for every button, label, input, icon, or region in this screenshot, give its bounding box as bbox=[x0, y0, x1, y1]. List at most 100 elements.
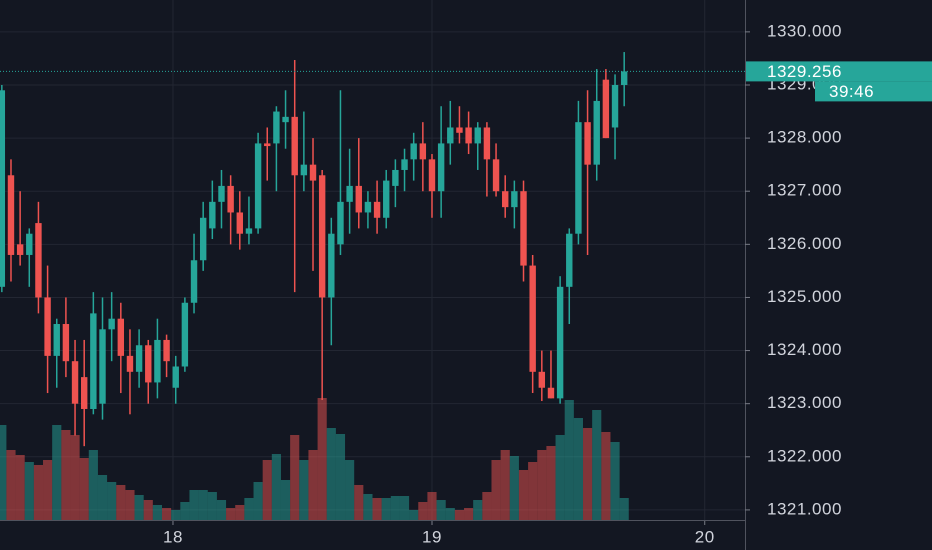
candle-body bbox=[90, 313, 97, 409]
candle-body bbox=[520, 191, 527, 266]
volume-bar bbox=[345, 460, 355, 520]
candle-body bbox=[547, 387, 555, 399]
y-tick-label: 1325.000 bbox=[767, 287, 842, 306]
candle-body bbox=[346, 185, 353, 202]
volume-bar bbox=[171, 510, 181, 520]
volume-bar bbox=[143, 500, 153, 520]
candle-body bbox=[135, 345, 143, 372]
candle-body bbox=[410, 143, 417, 160]
volume-bar bbox=[244, 498, 254, 520]
volume-bar bbox=[482, 492, 492, 520]
volume-bar bbox=[61, 430, 71, 520]
volume-bar bbox=[0, 425, 7, 520]
volume-bar bbox=[280, 480, 291, 520]
candle-body bbox=[428, 159, 436, 192]
candle-body bbox=[401, 159, 408, 170]
volume-bar bbox=[262, 460, 272, 520]
volume-bar bbox=[6, 450, 16, 520]
candle-body bbox=[593, 100, 600, 165]
candle-body bbox=[337, 201, 344, 245]
volume-bar bbox=[15, 455, 25, 520]
candle-body bbox=[62, 324, 70, 362]
candle-body bbox=[328, 233, 335, 298]
candle-body bbox=[264, 143, 271, 147]
volume-bar bbox=[564, 400, 574, 520]
candle-body bbox=[373, 201, 381, 218]
candle-body bbox=[181, 302, 189, 367]
volume-bar bbox=[354, 485, 364, 520]
candle-body bbox=[300, 164, 308, 176]
candle-body bbox=[419, 143, 427, 160]
candle-body bbox=[566, 233, 573, 287]
volume-bar bbox=[372, 498, 382, 520]
countdown-tag bbox=[815, 81, 932, 102]
volume-bar bbox=[390, 496, 400, 520]
y-tick-label: 1324.000 bbox=[767, 340, 842, 359]
candle-body bbox=[318, 175, 326, 298]
candle-body bbox=[35, 223, 42, 298]
volume-bar bbox=[537, 450, 547, 520]
volume-bar bbox=[573, 418, 584, 520]
volume-bar bbox=[409, 510, 419, 520]
candle-body bbox=[126, 355, 134, 372]
volume-bar bbox=[107, 482, 117, 520]
volume-bar bbox=[546, 446, 556, 520]
y-tick-label: 1326.000 bbox=[767, 234, 842, 253]
volume-bar bbox=[43, 460, 53, 520]
candle-body bbox=[7, 175, 15, 255]
volume-bar bbox=[253, 482, 263, 520]
candle-body bbox=[16, 244, 24, 255]
volume-bar bbox=[473, 500, 483, 520]
candle-body bbox=[392, 169, 399, 186]
volume-bar bbox=[134, 495, 144, 520]
candle-body bbox=[117, 318, 125, 356]
volume-bar bbox=[610, 442, 620, 520]
last-price-tag bbox=[746, 61, 932, 82]
candle-body bbox=[529, 265, 536, 372]
volume-bar bbox=[335, 434, 346, 520]
candle-body bbox=[309, 164, 317, 181]
volume-bar bbox=[33, 465, 44, 520]
x-tick-label: 18 bbox=[163, 527, 183, 546]
volume-bar bbox=[427, 492, 437, 520]
volume-bar bbox=[125, 490, 135, 520]
candle-body bbox=[465, 127, 472, 144]
y-tick-label: 1323.000 bbox=[767, 393, 842, 412]
candle-body bbox=[575, 122, 582, 234]
volume-bar bbox=[518, 470, 529, 520]
candle-body bbox=[236, 212, 243, 234]
volume-bar bbox=[88, 450, 98, 520]
volume-bar bbox=[189, 490, 199, 520]
volume-bar bbox=[271, 454, 281, 520]
candle-body bbox=[199, 217, 207, 261]
candle-body bbox=[227, 185, 234, 213]
volume-bar bbox=[79, 458, 89, 520]
volume-bar bbox=[399, 496, 410, 520]
x-tick-label: 19 bbox=[422, 527, 442, 546]
volume-bar bbox=[381, 498, 391, 520]
candle-body bbox=[602, 79, 610, 139]
volume-bar bbox=[97, 475, 108, 520]
y-tick-label: 1330.000 bbox=[767, 21, 842, 40]
volume-bar bbox=[52, 425, 62, 520]
volume-bar bbox=[509, 456, 519, 520]
volume-bar bbox=[528, 462, 538, 520]
candle-body bbox=[447, 127, 454, 144]
candle-body bbox=[502, 191, 509, 208]
candle-body bbox=[364, 201, 372, 213]
candle-body bbox=[80, 377, 88, 409]
candle-body bbox=[620, 71, 628, 85]
volume-bar bbox=[491, 460, 501, 520]
volume-bar bbox=[24, 462, 34, 520]
candle-body bbox=[71, 361, 79, 404]
candle-body bbox=[53, 324, 60, 356]
candle-body bbox=[383, 180, 390, 218]
candle-body bbox=[456, 127, 463, 133]
candle-body bbox=[355, 185, 362, 213]
volume-bar bbox=[601, 432, 611, 520]
volume-bar bbox=[152, 505, 162, 520]
candle-body bbox=[0, 90, 6, 287]
volume-bar bbox=[198, 490, 208, 520]
candle-body bbox=[145, 345, 152, 383]
candle-body bbox=[492, 159, 500, 192]
